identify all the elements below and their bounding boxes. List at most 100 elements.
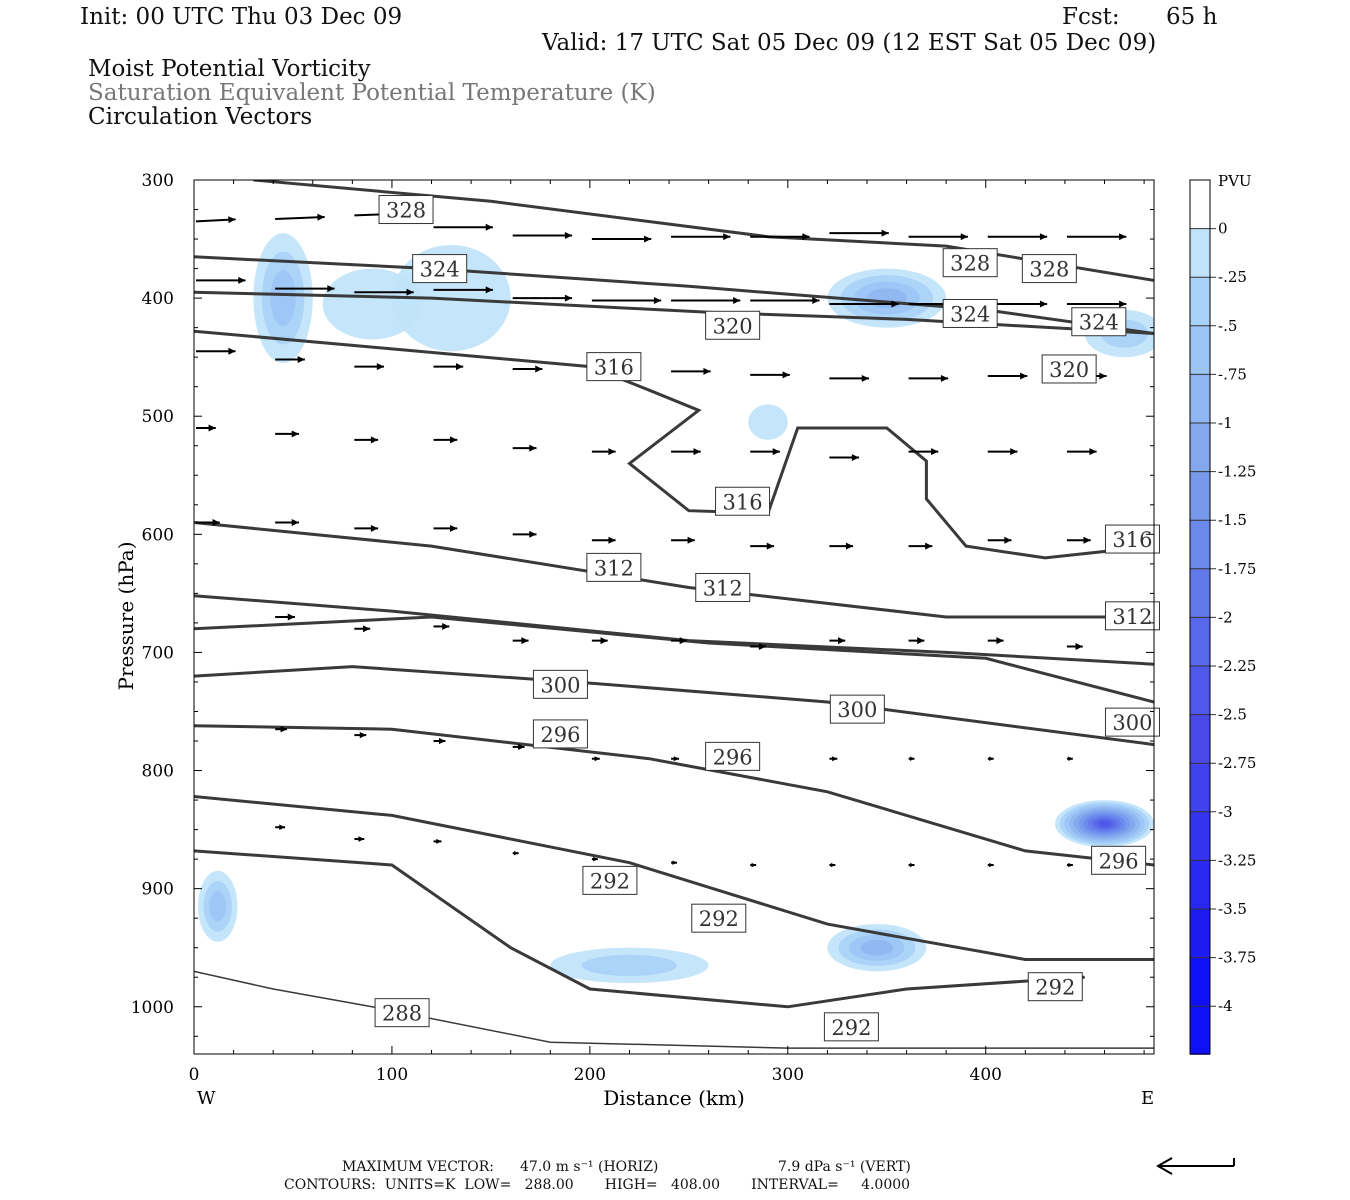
contour-label-box-292-2 (1027, 972, 1083, 1002)
contour-label-296-0: 296 (540, 723, 580, 747)
vector-head-4 (327, 285, 335, 293)
contour-label-296-1: 296 (713, 745, 753, 769)
vector-head-46 (1010, 448, 1018, 456)
vector-head-69 (996, 637, 1004, 645)
forecast-label: Fcst: (1062, 4, 1120, 30)
vector-head-36 (208, 424, 216, 432)
colorbar-label-11: -2.75 (1218, 754, 1256, 772)
colorbar-seg-2 (1190, 325, 1210, 375)
vector-head-76 (673, 756, 679, 762)
axes-layer: 300 400 500 600 700 800 900 1000 0 100 200 300 400 (131, 171, 1154, 1085)
vector-1 (275, 215, 325, 220)
contour-label-320-1: 320 (1049, 358, 1089, 382)
y-axis-label: Pressure (hPa) (114, 542, 138, 691)
colorbar-label-7: -1.75 (1218, 560, 1256, 578)
vector-head-51 (450, 524, 458, 532)
contour-label-300-2: 300 (1112, 711, 1152, 735)
vector-head-66 (758, 643, 767, 651)
vector-head-61 (362, 625, 371, 633)
vector-head-71 (280, 726, 288, 733)
pv-fill-6-1 (581, 954, 677, 977)
contour-label-328-1: 328 (950, 252, 990, 276)
colorbar-seg-4 (1190, 423, 1210, 472)
contour-label-box-316-1 (715, 486, 771, 516)
vector-head-22 (1039, 233, 1048, 241)
vector-head-73 (438, 737, 446, 745)
vector-head-17 (644, 235, 652, 243)
forecast-hours: 65 h (1166, 4, 1218, 30)
contour-292-9 (194, 795, 1154, 961)
colorbar: 0 -.25 -.5 -.75 -1 -1.25 -1.5 -1.75 -2 -2.25 -2.5 -… (1189, 179, 1256, 1055)
vector-head-30 (703, 367, 711, 375)
vector-head-70 (1075, 643, 1083, 651)
colorbar-seg-10 (1190, 714, 1210, 764)
x-tick-label-200: 200 (574, 1065, 606, 1085)
x-tick-label-300: 300 (772, 1065, 804, 1085)
contour-label-300-0: 300 (540, 673, 580, 697)
colorbar-label-6: -1.5 (1218, 511, 1247, 529)
contour-300-7 (194, 665, 1154, 747)
vector-head-15 (485, 223, 493, 231)
colorbar-seg-15 (1190, 957, 1210, 1007)
vector-head-3 (238, 276, 246, 284)
vector-head-6 (485, 286, 493, 294)
contour-label-292-0: 292 (831, 1016, 871, 1040)
colorbar-seg-7 (1190, 568, 1210, 618)
colorbar-label-3: -.75 (1218, 365, 1247, 383)
x-end-label-west: W (197, 1088, 216, 1109)
contour-label-box-296-0 (532, 719, 588, 749)
contour-label-316-1: 316 (722, 490, 762, 514)
vector-head-48 (212, 519, 220, 526)
max-vector-label: MAXIMUM VECTOR: (342, 1159, 494, 1175)
vector-head-19 (802, 233, 810, 241)
vector-head-11 (891, 300, 899, 308)
colorbar-label-15: -3.75 (1218, 949, 1256, 967)
contour-label-328-0: 328 (386, 199, 426, 223)
pv-fill-0-2 (270, 270, 296, 326)
field-title-vectors: Circulation Vectors (88, 104, 313, 130)
contour-label-box-316-2 (1104, 524, 1160, 554)
vector-head-23 (1119, 233, 1127, 241)
vector-head-13 (1039, 300, 1048, 308)
contour-label-324-2: 324 (1079, 311, 1119, 335)
colorbar-label-8: -2 (1218, 608, 1233, 626)
contour-info: CONTOURS: UNITS=K LOW= 288.00 HIGH= 408.… (284, 1177, 911, 1193)
contour-label-288-0: 288 (382, 1002, 422, 1026)
vector-head-47 (1089, 448, 1097, 456)
vector-head-65 (679, 637, 687, 645)
colorbar-seg-11 (1190, 763, 1210, 812)
colorbar-label-9: -2.25 (1218, 657, 1256, 675)
y-tick-label-700: 700 (142, 643, 174, 663)
colorbar-seg-12 (1190, 811, 1210, 861)
contour-label-316-0: 316 (594, 356, 634, 380)
contour-label-box-292-1 (691, 903, 747, 933)
vector-head-64 (600, 637, 608, 645)
contour-label-box-296-2 (1091, 845, 1147, 875)
pv-fill-4-9 (1097, 820, 1112, 828)
contour-label-box-320-1 (1041, 354, 1097, 384)
y-tick-label-600: 600 (142, 525, 174, 545)
contour-label-box-320-0 (705, 310, 761, 340)
vector-head-83 (358, 836, 365, 842)
colorbar-seg-0 (1190, 228, 1210, 278)
vector-head-24 (228, 347, 236, 355)
vector-head-0 (228, 216, 236, 224)
colorbar-label-10: -2.5 (1218, 706, 1247, 724)
vector-head-87 (672, 860, 677, 865)
contour-label-320-0: 320 (713, 314, 753, 338)
vector-head-58 (1004, 536, 1012, 544)
contour-label-300-1: 300 (837, 698, 877, 722)
vector-head-52 (529, 530, 537, 538)
colorbar-seg-8 (1190, 617, 1210, 666)
field-title-pv: Moist Potential Vorticity (88, 56, 371, 82)
vector-head-38 (370, 436, 379, 444)
vector-head-82 (279, 824, 286, 831)
vector-head-41 (608, 448, 616, 456)
vector-head-50 (370, 524, 379, 532)
contour-label-box-324-0 (412, 254, 468, 284)
vector-head-68 (917, 637, 925, 645)
contour-label-328-2: 328 (1029, 258, 1069, 282)
colorbar-label-16: -4 (1218, 997, 1233, 1015)
vector-head-81 (1068, 756, 1073, 761)
